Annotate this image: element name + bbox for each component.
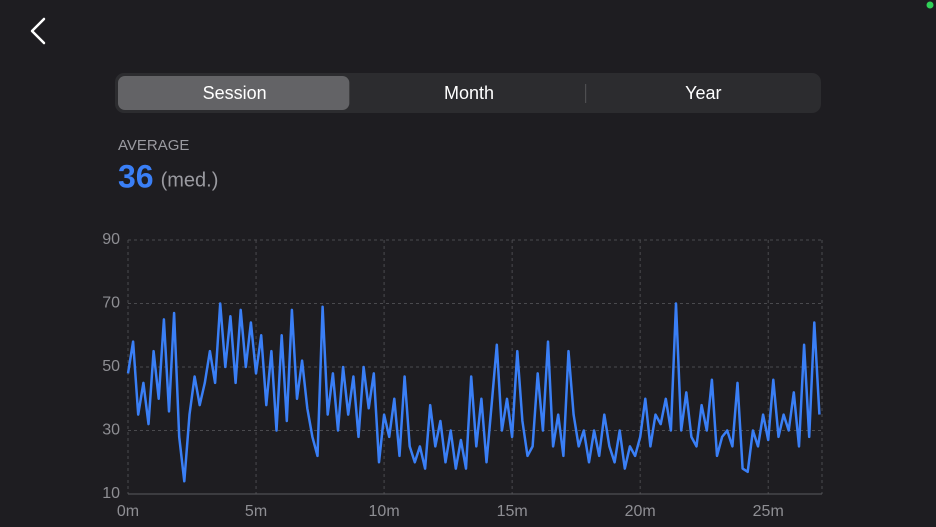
average-value: 36 [118, 158, 154, 194]
average-unit: (med.) [161, 169, 219, 191]
y-tick-label: 30 [102, 422, 120, 439]
segment-label[interactable]: Year [685, 83, 721, 103]
average-label: AVERAGE [118, 137, 189, 154]
segment-selected[interactable] [118, 76, 350, 110]
segment-label[interactable]: Session [203, 83, 267, 103]
y-tick-label: 70 [102, 295, 120, 312]
x-tick-label: 5m [245, 503, 267, 520]
x-tick-label: 20m [625, 503, 656, 520]
segment-label[interactable]: Month [444, 83, 494, 103]
x-tick-label: 10m [369, 503, 400, 520]
y-tick-label: 90 [102, 231, 120, 248]
y-tick-label: 10 [102, 485, 120, 502]
x-tick-label: 0m [117, 503, 139, 520]
x-tick-label: 25m [753, 503, 784, 520]
data-line [126, 302, 821, 483]
x-tick-label: 15m [497, 503, 528, 520]
back-button[interactable] [30, 17, 46, 45]
indicator-dot [926, 1, 934, 9]
y-tick-label: 50 [102, 358, 120, 375]
